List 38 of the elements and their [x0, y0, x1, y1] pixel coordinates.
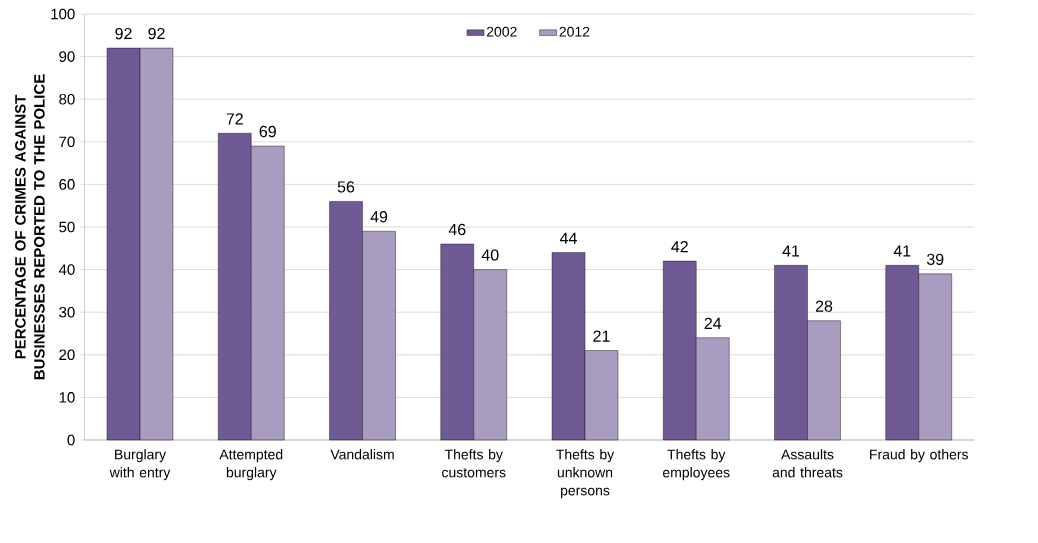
y-tick-label: 90	[59, 51, 75, 62]
data-label: 92	[148, 27, 165, 40]
data-label: 49	[370, 211, 388, 223]
data-label: 28	[815, 300, 833, 312]
legend-label: 2012	[559, 26, 590, 37]
data-label: 40	[481, 249, 499, 261]
x-tick-label: Fraud by others	[870, 449, 969, 463]
x-tick-label: Thefts by employees	[662, 449, 730, 481]
y-tick-label: 30	[59, 306, 75, 318]
x-tick-label: Vandalism	[330, 449, 394, 460]
y-tick-label: 50	[59, 221, 75, 233]
y-tick-label: 0	[67, 434, 75, 446]
x-tick-label: Attempted burglary	[219, 449, 283, 481]
data-label: 24	[704, 317, 722, 329]
x-tick-label: Thefts by unknown persons	[556, 449, 615, 499]
data-label: 72	[226, 113, 243, 125]
x-tick-label: Assaults and threats	[772, 449, 843, 478]
x-tick-label: Thefts by customers	[442, 449, 506, 478]
y-tick-label: 60	[59, 179, 75, 190]
data-label: 46	[448, 223, 466, 236]
y-tick-label: 80	[59, 93, 75, 105]
data-label: 56	[337, 181, 355, 193]
data-label: 92	[115, 27, 132, 40]
y-tick-label: 20	[59, 349, 75, 361]
data-label: 69	[259, 125, 276, 138]
data-label: 42	[671, 241, 688, 253]
data-label: 41	[782, 245, 800, 257]
data-label: 39	[926, 253, 944, 265]
y-tick-label: 40	[58, 264, 75, 275]
data-label: 44	[559, 232, 577, 244]
y-tick-label: 10	[59, 392, 75, 403]
legend-label: 2002	[486, 26, 517, 37]
data-label: 41	[893, 245, 911, 257]
x-tick-label: Burglary with entry	[109, 449, 171, 481]
y-tick-label: 70	[59, 136, 75, 148]
data-label: 21	[593, 330, 610, 342]
y-axis-title: PERCENTAGE OF CRIMES AGAINST BUSINESSES REPORTED TO THE POLICE	[15, 74, 45, 380]
y-tick-label: 100	[51, 8, 75, 20]
